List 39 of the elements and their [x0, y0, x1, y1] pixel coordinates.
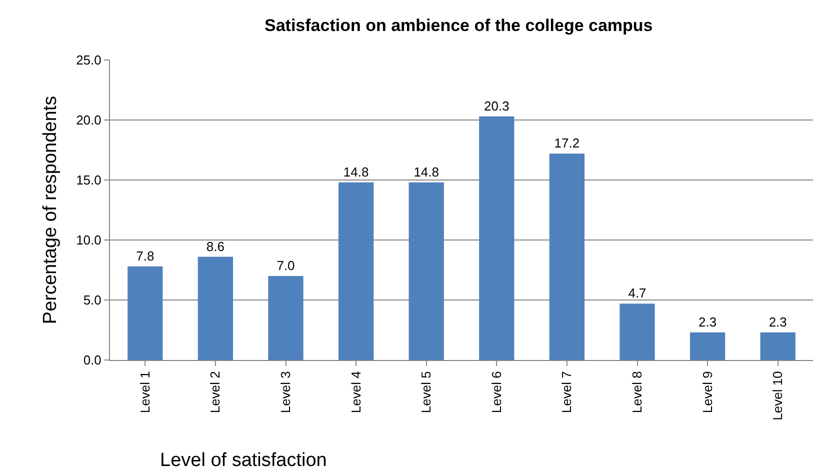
data-label: 14.8: [414, 164, 439, 180]
x-tick-label: Level 7: [559, 371, 574, 414]
y-tick-label: 25.0: [76, 52, 102, 68]
bar: [268, 276, 304, 360]
x-axis-title: Level of satisfaction: [160, 450, 327, 471]
data-label: 2.3: [768, 314, 787, 330]
data-label: 8.6: [206, 238, 224, 254]
y-axis-title: Percentage of respondents: [40, 96, 61, 324]
data-label: 4.7: [628, 286, 646, 301]
x-tick-label: Level 5: [418, 371, 434, 414]
data-label: 17.2: [554, 136, 580, 151]
bar: [338, 182, 374, 360]
x-tick-label: Level 3: [278, 371, 293, 414]
y-tick-label: 0.0: [83, 352, 102, 368]
y-tick-label: 5.0: [83, 292, 102, 308]
x-tick-label: Level 1: [137, 371, 152, 414]
y-tick-label: 10.0: [76, 232, 102, 248]
chart-title: Satisfaction on ambience of the college campus: [264, 16, 653, 35]
bar: [760, 332, 796, 360]
bar: [620, 304, 655, 360]
data-label: 2.3: [698, 314, 717, 330]
x-tick-label: Level 9: [700, 371, 715, 414]
bar: [549, 154, 585, 360]
data-label: 20.3: [484, 98, 510, 114]
x-tick-label: Level 2: [208, 371, 223, 414]
y-tick-label: 20.0: [76, 112, 102, 128]
data-label: 7.8: [136, 248, 154, 264]
bar: [479, 116, 514, 360]
data-label: 14.8: [343, 164, 369, 180]
y-tick-label: 15.0: [76, 172, 102, 188]
x-tick-label: Level 6: [488, 371, 504, 414]
x-tick-label: Level 8: [629, 371, 644, 414]
bar: [198, 256, 234, 360]
x-tick-label: Level 4: [348, 371, 364, 414]
x-tick-label: Level 10: [770, 371, 786, 420]
bar: [128, 266, 163, 360]
bar: [690, 332, 726, 360]
data-label: 7.0: [276, 258, 295, 273]
bar: [408, 182, 444, 360]
